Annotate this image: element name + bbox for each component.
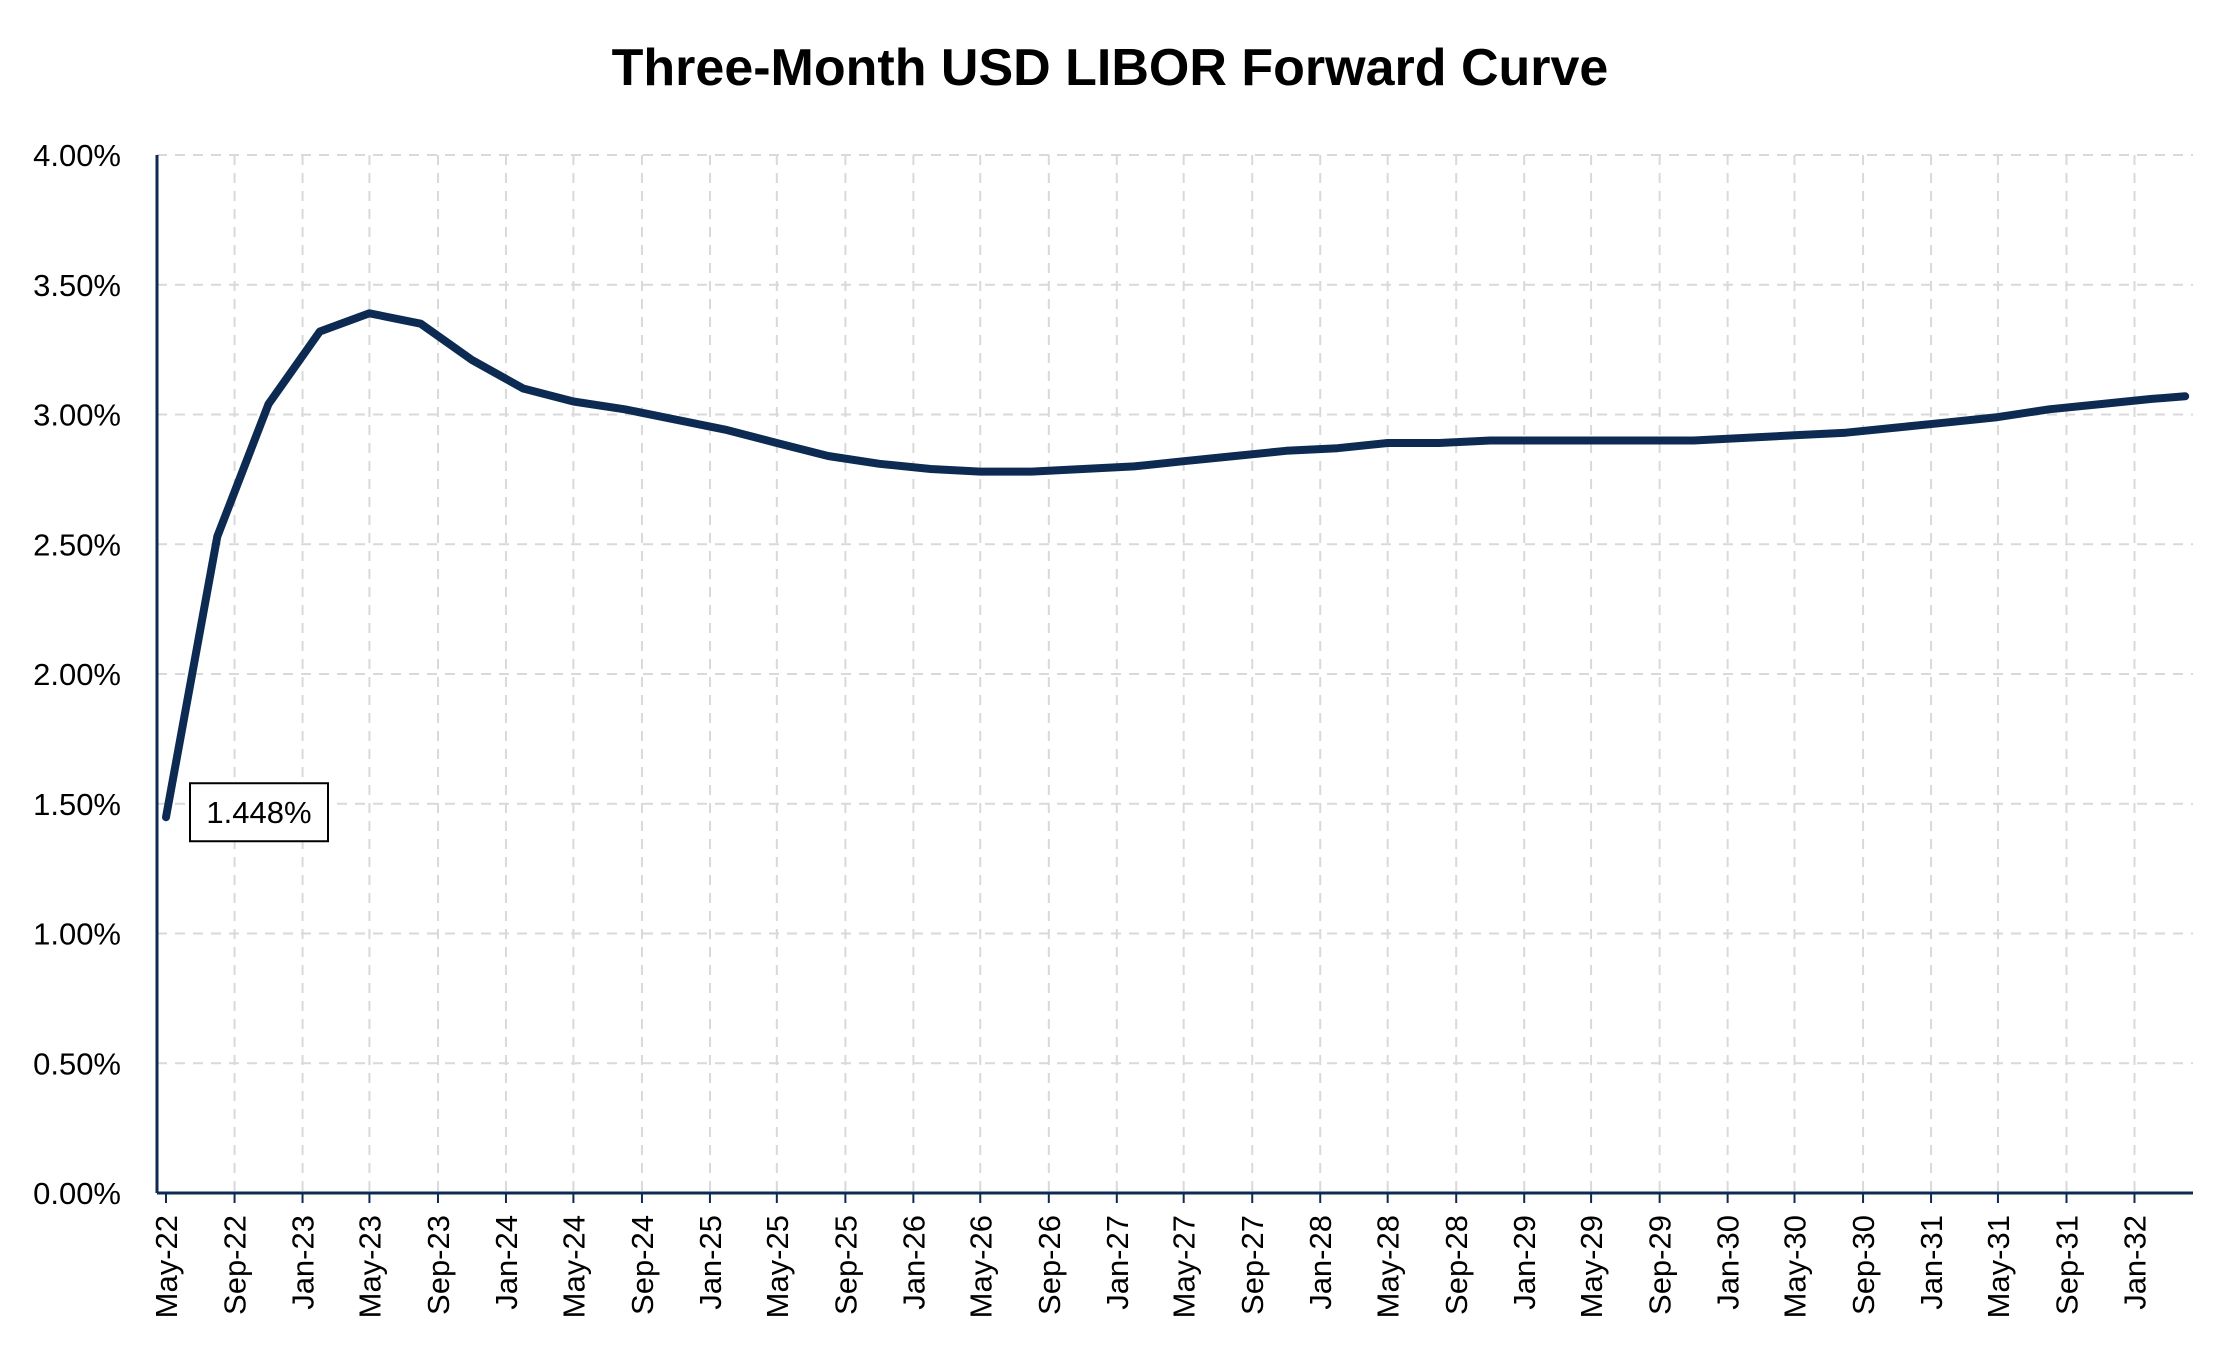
x-tick-label: May-29 bbox=[1574, 1215, 1609, 1318]
x-tick-label: May-27 bbox=[1167, 1215, 1202, 1318]
x-tick-label: May-23 bbox=[352, 1215, 387, 1318]
y-tick-label: 3.00% bbox=[33, 398, 121, 433]
x-tick-label: May-26 bbox=[963, 1215, 998, 1318]
data-labels: 1.448% bbox=[189, 782, 329, 843]
y-tick-label: 2.00% bbox=[33, 657, 121, 692]
x-tick-label: Sep-24 bbox=[625, 1215, 660, 1315]
x-tick-label: Jan-24 bbox=[489, 1215, 524, 1310]
axes bbox=[155, 155, 2193, 1203]
x-tick-label: Sep-22 bbox=[218, 1215, 253, 1315]
grid-lines bbox=[157, 154, 2193, 1193]
x-tick-label: May-30 bbox=[1778, 1215, 1813, 1318]
x-tick-label: Jan-32 bbox=[2117, 1215, 2152, 1310]
x-tick-label: Sep-25 bbox=[828, 1215, 863, 1315]
x-tick-label: Jan-31 bbox=[1914, 1215, 1949, 1310]
y-axis-ticks: 0.00% 0.50% 1.00% 1.50% 2.00% 2.50% 3.00% 3.50%… bbox=[33, 138, 121, 1211]
x-tick-label: May-24 bbox=[556, 1215, 591, 1318]
x-tick-label: Jan-29 bbox=[1507, 1215, 1542, 1310]
x-tick-label: Jan-27 bbox=[1100, 1215, 1135, 1310]
x-tick-label: Sep-26 bbox=[1032, 1215, 1067, 1315]
x-axis-ticks: May-22 Sep-22 Jan-23 May-23 Sep-23 Jan-24 May-… bbox=[149, 1215, 2152, 1318]
x-tick-label: Jan-30 bbox=[1711, 1215, 1746, 1310]
x-tick-label: Jan-23 bbox=[286, 1215, 321, 1310]
y-tick-label: 3.50% bbox=[33, 268, 121, 303]
x-tick-label: Jan-25 bbox=[693, 1215, 728, 1310]
data-label-box bbox=[189, 782, 329, 843]
chart-title: Three-Month USD LIBOR Forward Curve bbox=[611, 39, 1609, 97]
y-tick-label: 4.00% bbox=[33, 138, 121, 173]
x-tick-label: May-31 bbox=[1981, 1215, 2016, 1318]
x-tick-label: Jan-28 bbox=[1303, 1215, 1338, 1310]
forward-curve-line bbox=[162, 309, 2190, 822]
x-tick-label: Sep-31 bbox=[2049, 1215, 2084, 1315]
y-tick-label: 1.50% bbox=[33, 787, 121, 822]
y-tick-label: 0.50% bbox=[33, 1046, 121, 1081]
x-tick-label: Jan-26 bbox=[896, 1215, 931, 1310]
data-label: 1.448% bbox=[206, 795, 311, 830]
x-tick-label: Sep-29 bbox=[1643, 1215, 1678, 1315]
x-tick-label: May-22 bbox=[149, 1215, 184, 1318]
y-tick-label: 1.00% bbox=[33, 917, 121, 952]
y-tick-label: 2.50% bbox=[33, 527, 121, 562]
x-tick-label: Sep-23 bbox=[421, 1215, 456, 1315]
x-tick-label: May-28 bbox=[1371, 1215, 1406, 1318]
x-tick-label: Sep-28 bbox=[1439, 1215, 1474, 1315]
y-tick-label: 0.00% bbox=[33, 1176, 121, 1211]
series-group bbox=[162, 309, 2190, 822]
x-tick-label: Sep-30 bbox=[1846, 1215, 1881, 1315]
x-tick-label: Sep-27 bbox=[1235, 1215, 1270, 1315]
x-tick-label: May-25 bbox=[760, 1215, 795, 1318]
